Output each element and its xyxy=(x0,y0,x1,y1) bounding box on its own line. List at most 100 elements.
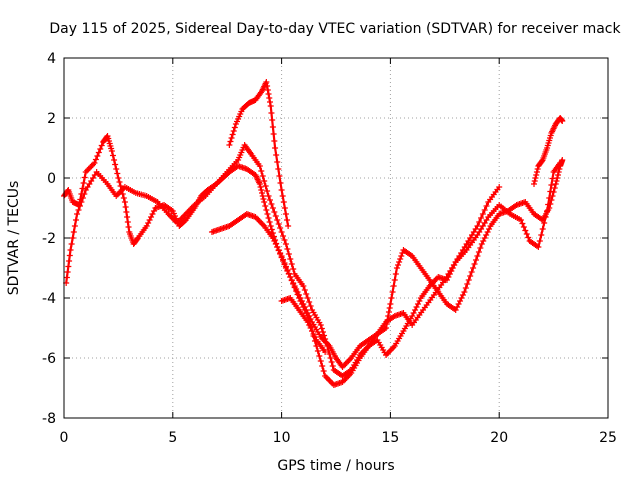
data-point xyxy=(80,180,87,186)
data-point xyxy=(328,359,335,365)
data-point xyxy=(263,207,270,213)
data-point xyxy=(476,219,483,225)
data-point xyxy=(266,95,273,101)
data-point xyxy=(272,213,279,219)
data-point xyxy=(464,281,471,287)
data-point xyxy=(272,145,279,151)
data-point xyxy=(266,99,273,105)
data-point xyxy=(269,124,276,130)
data-point xyxy=(278,253,285,259)
data-point xyxy=(65,263,72,270)
data-point xyxy=(329,363,336,369)
data-point xyxy=(277,180,284,186)
data-point xyxy=(116,179,123,185)
data-point xyxy=(390,283,397,289)
series-trace-e xyxy=(278,295,329,355)
series-trace-c xyxy=(208,211,390,388)
data-point xyxy=(72,217,79,223)
data-point xyxy=(268,201,275,207)
data-point xyxy=(108,148,115,154)
data-point xyxy=(461,289,468,295)
chart-title: Day 115 of 2025, Sidereal Day-to-day VTE… xyxy=(49,21,621,37)
data-point xyxy=(94,153,101,159)
data-point xyxy=(293,288,300,294)
data-point xyxy=(318,325,325,332)
data-point xyxy=(541,220,548,226)
data-point xyxy=(111,157,118,163)
data-marks xyxy=(61,79,566,388)
data-point xyxy=(519,220,526,227)
data-point xyxy=(538,232,545,238)
data-point xyxy=(265,215,272,221)
data-point xyxy=(535,244,542,250)
data-point xyxy=(267,103,274,109)
data-point xyxy=(63,274,70,281)
data-point xyxy=(517,217,524,223)
data-point xyxy=(304,295,311,301)
data-point xyxy=(531,181,538,187)
data-point xyxy=(532,175,539,181)
data-point xyxy=(545,201,552,208)
data-point xyxy=(113,166,120,172)
data-point xyxy=(472,257,479,263)
y-tick-label: -8 xyxy=(42,411,56,427)
data-point xyxy=(326,351,333,357)
data-point xyxy=(271,138,278,144)
data-point xyxy=(71,223,78,229)
data-point xyxy=(288,261,295,267)
data-point xyxy=(474,223,481,229)
data-point xyxy=(559,118,566,124)
data-point xyxy=(280,233,287,239)
data-point xyxy=(280,199,287,205)
data-point xyxy=(554,172,561,178)
x-tick-label: 15 xyxy=(381,430,399,446)
data-point xyxy=(468,269,475,275)
data-point xyxy=(397,256,404,262)
y-tick-label: -6 xyxy=(42,351,56,367)
data-point xyxy=(91,160,98,166)
data-point xyxy=(98,142,105,149)
data-point xyxy=(288,277,295,284)
data-point xyxy=(66,252,73,259)
data-point xyxy=(269,205,276,211)
data-point xyxy=(79,185,86,192)
data-point xyxy=(319,329,326,335)
data-point xyxy=(81,174,88,181)
data-point xyxy=(525,234,532,241)
data-point xyxy=(533,169,540,175)
data-point xyxy=(124,219,131,225)
data-point xyxy=(287,256,294,262)
data-point xyxy=(114,170,121,177)
data-point xyxy=(277,225,284,231)
data-point xyxy=(261,178,268,184)
data-point xyxy=(275,166,282,172)
data-point xyxy=(474,253,481,259)
data-point xyxy=(467,273,474,279)
data-point xyxy=(531,178,538,184)
data-point xyxy=(121,199,128,205)
data-point xyxy=(256,163,263,169)
data-point xyxy=(307,303,314,309)
series-trace-d xyxy=(226,79,292,229)
data-point xyxy=(67,247,74,253)
data-point xyxy=(306,299,313,305)
data-point xyxy=(462,285,469,291)
data-point xyxy=(257,184,264,190)
data-point xyxy=(465,277,472,283)
data-point xyxy=(470,265,477,271)
x-tick-label: 10 xyxy=(273,430,291,446)
data-point xyxy=(301,287,308,293)
data-point xyxy=(278,187,285,193)
data-point xyxy=(259,193,266,199)
data-point xyxy=(76,203,83,209)
y-tick-label: 2 xyxy=(47,111,56,127)
data-point xyxy=(64,269,71,275)
data-point xyxy=(316,353,323,359)
data-point xyxy=(290,281,297,287)
y-axis-label: SDTVAR / TECUs xyxy=(6,181,22,296)
data-point xyxy=(557,160,564,166)
data-point xyxy=(281,237,288,243)
data-point xyxy=(231,124,238,131)
data-point xyxy=(483,203,490,209)
